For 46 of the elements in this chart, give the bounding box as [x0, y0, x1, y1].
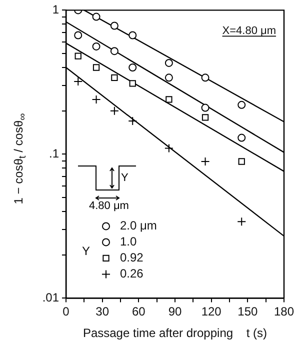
x-axis-title: Passage time after dropping t (s): [82, 326, 268, 340]
y-tick-label: 1: [52, 2, 60, 17]
point: [111, 74, 118, 81]
point: [74, 52, 82, 60]
point: [110, 106, 119, 116]
y-tick-label: .1: [48, 146, 60, 161]
annotation: X=4.80 μm: [222, 25, 276, 38]
legend-label: 0.26: [120, 266, 144, 281]
point: [164, 144, 174, 153]
point: [164, 74, 173, 82]
point: [129, 80, 136, 87]
point: [92, 64, 100, 71]
point: [92, 12, 100, 21]
legend-label: 1.0: [120, 234, 138, 249]
legend-title: Y: [82, 244, 90, 258]
point: [237, 217, 246, 226]
point: [74, 31, 82, 40]
point: [92, 94, 101, 104]
point: [238, 100, 246, 109]
point: [202, 114, 209, 121]
point: [201, 74, 210, 82]
point: [238, 158, 245, 165]
x-tick-label: 60: [132, 304, 146, 319]
point: [128, 116, 138, 126]
point: [110, 22, 118, 30]
x-tick-label: 90: [168, 304, 182, 319]
point: [201, 104, 210, 112]
point: [238, 134, 246, 142]
y-tick-label: .01: [42, 290, 60, 305]
annotation: Y: [121, 172, 128, 184]
point: [128, 64, 137, 72]
point: [110, 47, 118, 56]
legend-label: 0.92: [120, 250, 144, 265]
point: [200, 156, 210, 166]
x-tick-label: 30: [96, 304, 110, 319]
point: [166, 96, 172, 103]
point: [164, 58, 173, 67]
x-tick-label: 150: [238, 304, 258, 319]
x-tick-label: 120: [201, 304, 222, 319]
point: [92, 42, 100, 50]
legend-label: 2.0 μm: [120, 218, 157, 233]
x-tick-label: 0: [62, 304, 70, 319]
annotation: 4.80 μm: [89, 200, 129, 212]
point: [74, 76, 83, 86]
x-tick-label: 180: [274, 304, 294, 319]
point: [128, 31, 137, 40]
